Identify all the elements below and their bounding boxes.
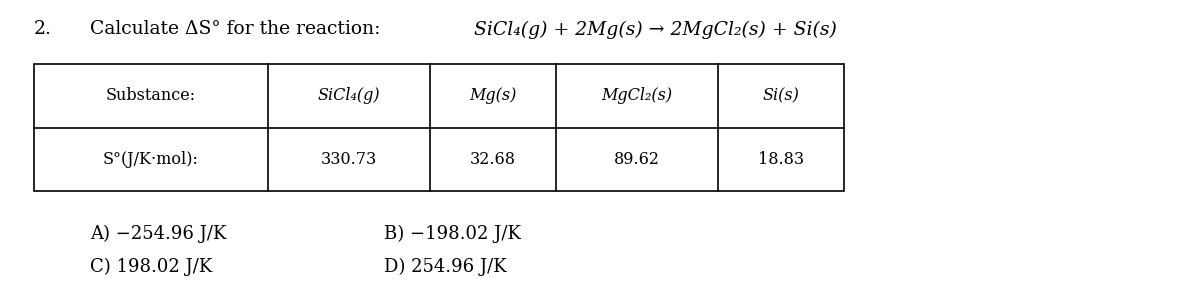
Text: Calculate ΔS° for the reaction:: Calculate ΔS° for the reaction: [90, 20, 380, 38]
Text: Substance:: Substance: [106, 87, 196, 104]
Text: B) −198.02 J/K: B) −198.02 J/K [384, 224, 521, 242]
Text: S°(J/K·mol):: S°(J/K·mol): [103, 151, 198, 168]
Text: C) 198.02 J/K: C) 198.02 J/K [90, 258, 212, 276]
Text: A) −254.96 J/K: A) −254.96 J/K [90, 224, 227, 242]
Bar [34, 64, 844, 191]
Text: Si(s): Si(s) [762, 87, 799, 104]
Text: SiCl₄(g): SiCl₄(g) [317, 87, 380, 104]
Text: 18.83: 18.83 [757, 151, 804, 168]
Text: 32.68: 32.68 [469, 151, 516, 168]
Text: MgCl₂(s): MgCl₂(s) [601, 87, 672, 104]
Text: 330.73: 330.73 [320, 151, 377, 168]
Text: 2.: 2. [34, 20, 52, 38]
Text: Mg(s): Mg(s) [469, 87, 516, 104]
Text: D) 254.96 J/K: D) 254.96 J/K [384, 258, 506, 276]
Text: SiCl₄(g) + 2Mg(s) → 2MgCl₂(s) + Si(s): SiCl₄(g) + 2Mg(s) → 2MgCl₂(s) + Si(s) [474, 20, 836, 39]
Text: 89.62: 89.62 [613, 151, 660, 168]
